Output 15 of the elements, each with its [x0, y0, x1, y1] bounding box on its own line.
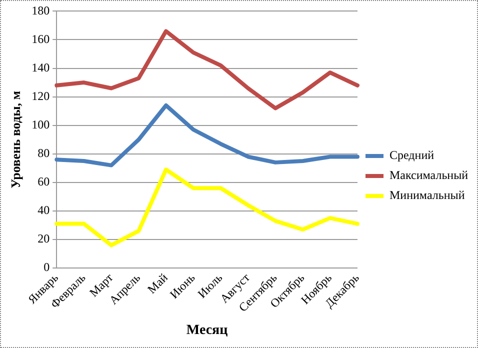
legend-label: Максимальный	[390, 168, 469, 182]
y-tick-label: 40	[38, 203, 50, 218]
y-tick-label: 20	[38, 232, 50, 246]
x-axis-title: Месяц	[186, 323, 228, 338]
y-tick-label: 160	[32, 32, 50, 46]
y-tick-label: 80	[38, 146, 50, 160]
legend-label: Минимальный	[390, 188, 466, 202]
y-tick-label: 60	[38, 174, 50, 189]
y-tick-label: 120	[32, 88, 50, 103]
y-axis-title: Уровень воды, м	[8, 90, 24, 188]
y-tick-label: 140	[32, 60, 50, 74]
y-tick-label: 0	[44, 260, 50, 274]
y-tick-label: 180	[32, 3, 50, 18]
legend-label: Средний	[390, 148, 435, 162]
y-tick-label: 100	[32, 118, 50, 132]
